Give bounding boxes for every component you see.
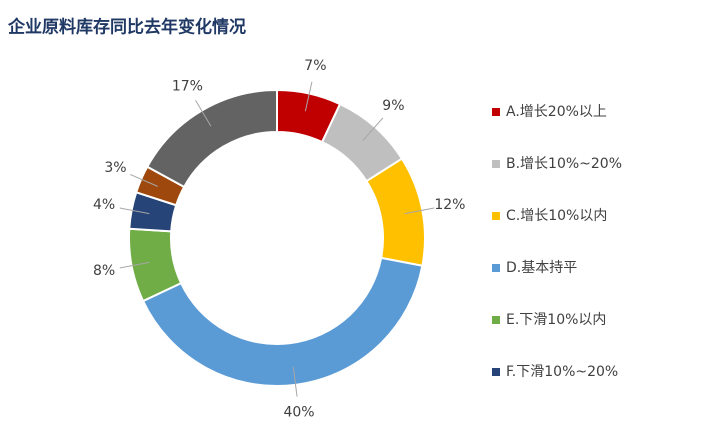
donut-slice bbox=[365, 157, 426, 267]
leader-line bbox=[404, 207, 435, 215]
donut-slice bbox=[141, 256, 424, 387]
value-label: 7% bbox=[304, 58, 326, 74]
leader-line bbox=[292, 366, 298, 397]
leader-line bbox=[195, 100, 212, 127]
legend-swatch bbox=[492, 264, 500, 272]
leader-line bbox=[119, 207, 150, 215]
leader-line bbox=[362, 117, 384, 141]
chart-title: 企业原料库存同比去年变化情况 bbox=[7, 17, 246, 38]
legend-swatch bbox=[492, 316, 500, 324]
leader-line bbox=[129, 173, 158, 187]
value-label: 4% bbox=[93, 197, 115, 213]
legend-swatch bbox=[492, 368, 500, 376]
legend-label: C.增长10%以内 bbox=[506, 208, 607, 224]
legend-swatch bbox=[492, 212, 500, 220]
donut-slice bbox=[145, 88, 278, 189]
legend-swatch bbox=[492, 160, 500, 168]
leader-line bbox=[304, 81, 313, 112]
value-label: 3% bbox=[104, 160, 126, 176]
leader-line bbox=[119, 261, 150, 269]
legend-label: A.增长20%以上 bbox=[506, 104, 607, 120]
value-label: 12% bbox=[434, 197, 465, 213]
legend-label: E.下滑10%以内 bbox=[506, 311, 606, 328]
legend-label: B.增长10%~20% bbox=[506, 156, 622, 172]
value-label: 40% bbox=[283, 405, 314, 421]
legend-label: F.下滑10%~20% bbox=[506, 363, 618, 380]
value-label: 8% bbox=[93, 263, 115, 279]
value-label: 17% bbox=[172, 79, 203, 95]
value-label: 9% bbox=[382, 98, 404, 114]
legend-swatch bbox=[492, 108, 500, 116]
legend-label: D.基本持平 bbox=[506, 259, 577, 276]
